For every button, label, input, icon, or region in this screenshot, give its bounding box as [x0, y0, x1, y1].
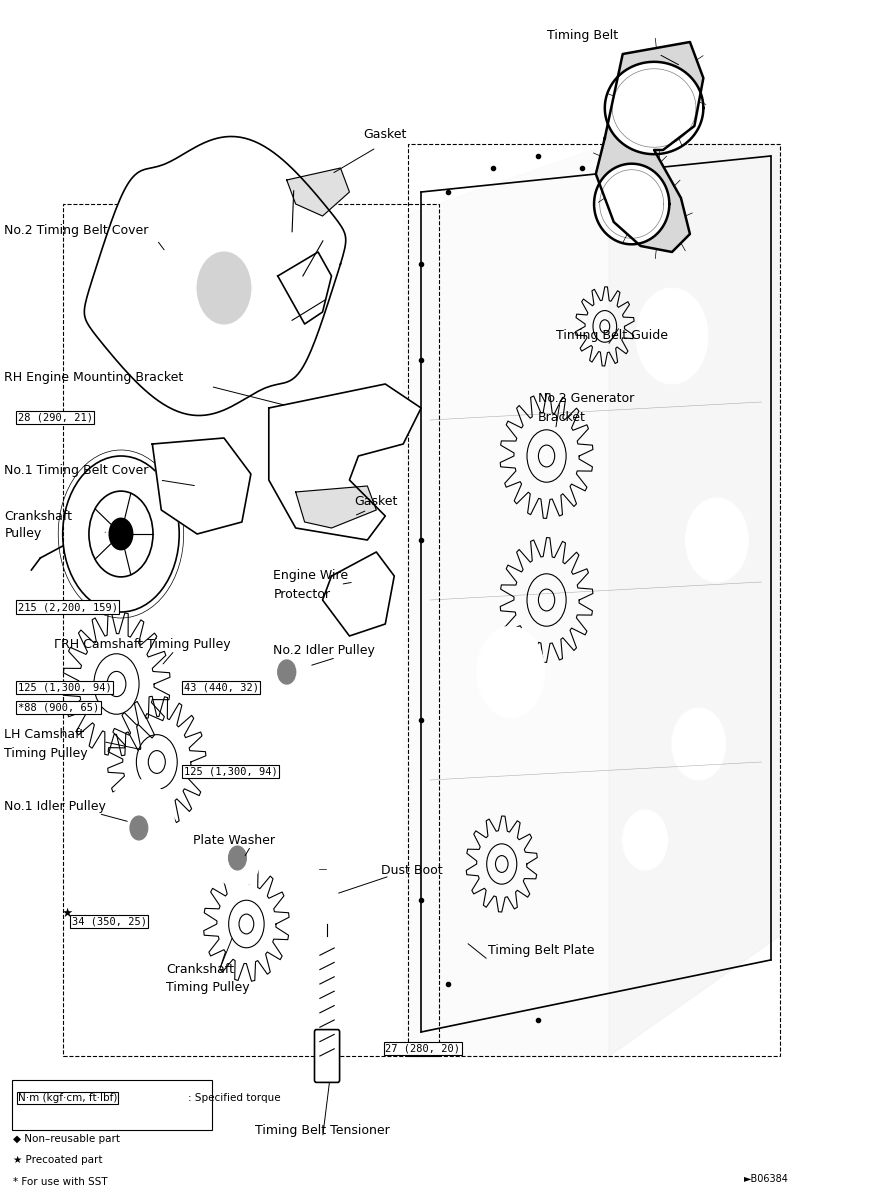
- Circle shape: [175, 222, 273, 354]
- Text: 215 (2,200, 159): 215 (2,200, 159): [18, 602, 118, 612]
- Circle shape: [685, 498, 748, 582]
- Text: ★ Precoated part: ★ Precoated part: [13, 1156, 103, 1165]
- Bar: [63, 204, 439, 1056]
- Text: No.1 Timing Belt Cover: No.1 Timing Belt Cover: [4, 464, 149, 476]
- Text: Timing Belt: Timing Belt: [547, 30, 617, 42]
- Circle shape: [623, 810, 668, 870]
- Polygon shape: [403, 144, 609, 1056]
- Polygon shape: [84, 137, 346, 415]
- Text: Crankshaft: Crankshaft: [166, 964, 234, 976]
- Circle shape: [264, 642, 309, 702]
- Text: RH Engine Mounting Bracket: RH Engine Mounting Bracket: [4, 372, 184, 384]
- Text: Protector: Protector: [273, 588, 331, 600]
- Text: Bracket: Bracket: [538, 412, 585, 424]
- Circle shape: [215, 828, 260, 888]
- Text: 125 (1,300, 94): 125 (1,300, 94): [184, 767, 278, 776]
- Text: ΓRH Camshaft Timing Pulley: ΓRH Camshaft Timing Pulley: [54, 638, 230, 650]
- Polygon shape: [269, 384, 421, 540]
- Circle shape: [672, 708, 726, 780]
- Circle shape: [306, 881, 339, 924]
- Polygon shape: [605, 62, 703, 154]
- Text: Timing Belt Plate: Timing Belt Plate: [488, 944, 595, 956]
- Circle shape: [228, 846, 246, 870]
- Circle shape: [246, 618, 327, 726]
- Text: Timing Belt Guide: Timing Belt Guide: [556, 330, 668, 342]
- Text: : Specified torque: : Specified torque: [188, 1093, 280, 1103]
- Text: Timing Pulley: Timing Pulley: [166, 982, 249, 994]
- Text: 27 (280, 20): 27 (280, 20): [385, 1044, 461, 1054]
- Circle shape: [103, 780, 175, 876]
- Circle shape: [636, 288, 708, 384]
- Text: * For use with SST: * For use with SST: [13, 1177, 108, 1187]
- Text: 43 (440, 32): 43 (440, 32): [184, 683, 259, 692]
- Text: Engine Wire: Engine Wire: [273, 570, 349, 582]
- Text: Crankshaft: Crankshaft: [4, 510, 73, 522]
- Polygon shape: [594, 163, 669, 245]
- Circle shape: [130, 816, 148, 840]
- Circle shape: [116, 798, 161, 858]
- Text: No.2 Idler Pulley: No.2 Idler Pulley: [273, 644, 375, 656]
- Text: Pulley: Pulley: [4, 528, 42, 540]
- Circle shape: [197, 252, 251, 324]
- Polygon shape: [596, 42, 703, 252]
- Polygon shape: [152, 438, 251, 534]
- Polygon shape: [296, 486, 376, 528]
- Text: 34 (350, 25): 34 (350, 25): [72, 917, 147, 926]
- Text: No.2 Generator: No.2 Generator: [538, 392, 633, 404]
- Text: *88 (900, 65): *88 (900, 65): [18, 703, 99, 713]
- Text: ►B06384: ►B06384: [744, 1174, 788, 1184]
- Text: No.1 Idler Pulley: No.1 Idler Pulley: [4, 800, 107, 812]
- Polygon shape: [609, 144, 780, 1056]
- Polygon shape: [287, 168, 349, 216]
- Text: LH Camshaft: LH Camshaft: [4, 728, 85, 740]
- Circle shape: [278, 660, 296, 684]
- Text: Timing Pulley: Timing Pulley: [4, 748, 88, 760]
- Polygon shape: [278, 252, 332, 324]
- Circle shape: [493, 648, 529, 696]
- Text: Gasket: Gasket: [354, 496, 397, 508]
- Text: Gasket: Gasket: [363, 128, 406, 140]
- Bar: [408, 144, 780, 1056]
- FancyBboxPatch shape: [12, 1080, 212, 1130]
- Text: N·m (kgf·cm, ft·lbf): N·m (kgf·cm, ft·lbf): [18, 1093, 117, 1103]
- Text: Timing Belt Tensioner: Timing Belt Tensioner: [255, 1124, 390, 1136]
- Text: 28 (290, 21): 28 (290, 21): [18, 413, 93, 422]
- Circle shape: [109, 518, 133, 550]
- Text: Plate Washer: Plate Washer: [193, 834, 275, 846]
- Circle shape: [477, 626, 545, 718]
- Text: No.2 Timing Belt Cover: No.2 Timing Belt Cover: [4, 224, 149, 236]
- FancyBboxPatch shape: [314, 1030, 340, 1082]
- Polygon shape: [323, 552, 394, 636]
- Text: ★: ★: [61, 907, 73, 920]
- Text: Dust Boot: Dust Boot: [381, 864, 443, 876]
- Text: 125 (1,300, 94): 125 (1,300, 94): [18, 683, 112, 692]
- Text: ◆ Non–reusable part: ◆ Non–reusable part: [13, 1134, 120, 1144]
